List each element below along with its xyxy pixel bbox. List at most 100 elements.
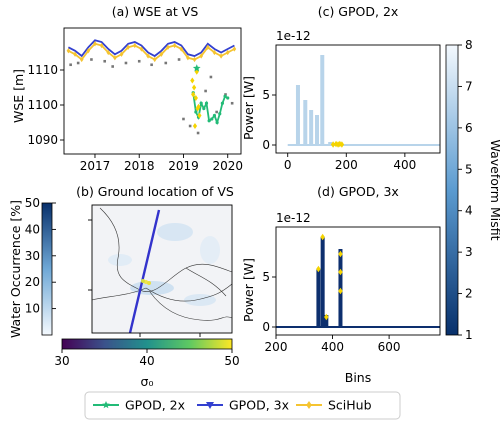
scihub-point bbox=[152, 56, 157, 63]
series-line bbox=[67, 39, 235, 58]
gpod2x-point bbox=[212, 113, 217, 118]
grey-point bbox=[69, 63, 72, 67]
waveform-bar bbox=[309, 110, 314, 145]
gpod2x-point bbox=[215, 120, 219, 125]
grey-point bbox=[150, 63, 153, 67]
scihub-point bbox=[219, 53, 223, 59]
scihub-point bbox=[132, 42, 137, 49]
scihub-point bbox=[66, 48, 71, 54]
grey-point bbox=[90, 58, 93, 61]
panel-a-frame bbox=[63, 27, 242, 155]
grey-point bbox=[76, 61, 80, 65]
water-occurrence-tick: 40 bbox=[25, 222, 40, 236]
grey-point bbox=[137, 59, 141, 63]
waveform-bar bbox=[303, 100, 308, 145]
gpod2x-point bbox=[207, 119, 211, 123]
scihub-point bbox=[106, 49, 111, 56]
waveform-bar bbox=[320, 237, 325, 327]
scihub-waveform-point bbox=[330, 141, 336, 148]
grey-point bbox=[111, 65, 114, 68]
scihub-point bbox=[79, 56, 84, 63]
sigma0-tick: 30 bbox=[54, 354, 69, 368]
gpod2x-point bbox=[223, 94, 227, 98]
scihub-waveform-point bbox=[320, 233, 325, 241]
misfit-tick: 1 bbox=[465, 328, 473, 342]
scihub-outlier-point bbox=[196, 103, 201, 110]
x-tick-label: 2019 bbox=[168, 159, 199, 173]
legend-label: SciHub bbox=[328, 398, 372, 413]
y-tick-label: 5 bbox=[262, 270, 270, 284]
scihub-waveform-point bbox=[333, 140, 339, 148]
grey-point bbox=[204, 89, 207, 93]
waveform-misfit-colorbar: 1 2 3 4 5 6 7 8 Waveform Misfit bbox=[445, 38, 500, 342]
grey-point bbox=[215, 110, 218, 114]
y-tick-label: 0 bbox=[262, 138, 270, 152]
scihub-point bbox=[172, 42, 177, 49]
sigma0-label: σ₀ bbox=[141, 374, 154, 389]
misfit-tick: 8 bbox=[465, 38, 473, 52]
scihub-point bbox=[166, 44, 170, 50]
scihub-point bbox=[119, 51, 124, 57]
x-tick-label: 2020 bbox=[212, 159, 243, 173]
gpod2x-point bbox=[226, 96, 230, 100]
ground-track-3x bbox=[128, 209, 161, 334]
waveform-bar bbox=[324, 315, 329, 327]
panel-b-title: (b) Ground location of VS bbox=[76, 184, 234, 199]
x-tick-label: 400 bbox=[321, 340, 344, 354]
misfit-tick: 4 bbox=[465, 204, 473, 218]
misfit-tick: 2 bbox=[465, 287, 473, 301]
panel-a-wse: (a) WSE at VS WSE [m] 2017 2018 2019 2020 10… bbox=[11, 4, 243, 173]
sigma0-colorbar bbox=[61, 338, 233, 350]
waveform-bar bbox=[328, 142, 333, 145]
y-tick-label: 1090 bbox=[27, 133, 58, 147]
scihub-waveform-point bbox=[338, 268, 343, 276]
waveform-bar bbox=[295, 85, 300, 145]
water-occurrence-tick: 50 bbox=[25, 196, 40, 210]
legend-label: GPOD, 2x bbox=[125, 398, 185, 413]
scihub-outlier-point bbox=[192, 123, 198, 129]
gpod2x-point bbox=[194, 110, 198, 114]
x-tick-label: 200 bbox=[265, 340, 288, 354]
y-tick-label: 1110 bbox=[27, 63, 58, 77]
panel-c-offset: 1e-12 bbox=[276, 29, 311, 43]
gpod2x-point bbox=[218, 112, 222, 116]
scihub-waveform-point bbox=[324, 313, 329, 321]
x-tick-label: 2017 bbox=[80, 159, 111, 173]
panel-a-ylabel: WSE [m] bbox=[11, 69, 26, 123]
panel-a-title: (a) WSE at VS bbox=[112, 4, 199, 19]
grey-point bbox=[224, 93, 227, 96]
x-tick-label: 400 bbox=[393, 158, 416, 172]
grey-point bbox=[188, 124, 192, 128]
gpod2x-point bbox=[220, 101, 225, 105]
legend-diamond-marker bbox=[306, 401, 312, 409]
panel-c-title: (c) GPOD, 2x bbox=[318, 4, 399, 19]
panel-d-gpod3x: (d) GPOD, 3x 1e-12 Power [W] Bins 200 400… bbox=[241, 184, 441, 385]
scihub-point bbox=[93, 41, 97, 47]
misfit-tick: 5 bbox=[465, 162, 473, 176]
misfit-label: Waveform Misfit bbox=[488, 140, 500, 241]
panel-c-gpod2x: (c) GPOD, 2x 1e-12 Power [W] 0 200 400 0 5 bbox=[241, 4, 441, 172]
gpod2x-star-point bbox=[192, 64, 201, 72]
waveform-bar bbox=[320, 55, 325, 145]
scihub-outlier-point bbox=[197, 112, 202, 119]
scihub-waveform-point bbox=[338, 250, 343, 258]
grey-point bbox=[124, 61, 128, 65]
scihub-point bbox=[86, 48, 91, 54]
legend: GPOD, 2x GPOD, 3x SciHub bbox=[84, 391, 401, 420]
scihub-point bbox=[192, 56, 197, 63]
water-occurrence-tick: 10 bbox=[25, 302, 40, 316]
scihub-point bbox=[212, 49, 217, 56]
water-occurrence-tick: 20 bbox=[25, 275, 40, 289]
panel-b-map: (b) Ground location of VS bbox=[8, 184, 240, 389]
sigma0-tick: 40 bbox=[139, 354, 154, 368]
gpod2x-point bbox=[199, 101, 203, 105]
scihub-point bbox=[113, 55, 117, 61]
scihub-point bbox=[199, 53, 203, 59]
x-tick-label: 0 bbox=[284, 158, 292, 172]
panel-c-ylabel: Power [W] bbox=[241, 76, 256, 140]
panel-d-offset: 1e-12 bbox=[276, 211, 311, 225]
scihub-point bbox=[146, 53, 150, 59]
y-tick-label: 0 bbox=[262, 320, 270, 334]
scihub-point bbox=[225, 49, 230, 56]
